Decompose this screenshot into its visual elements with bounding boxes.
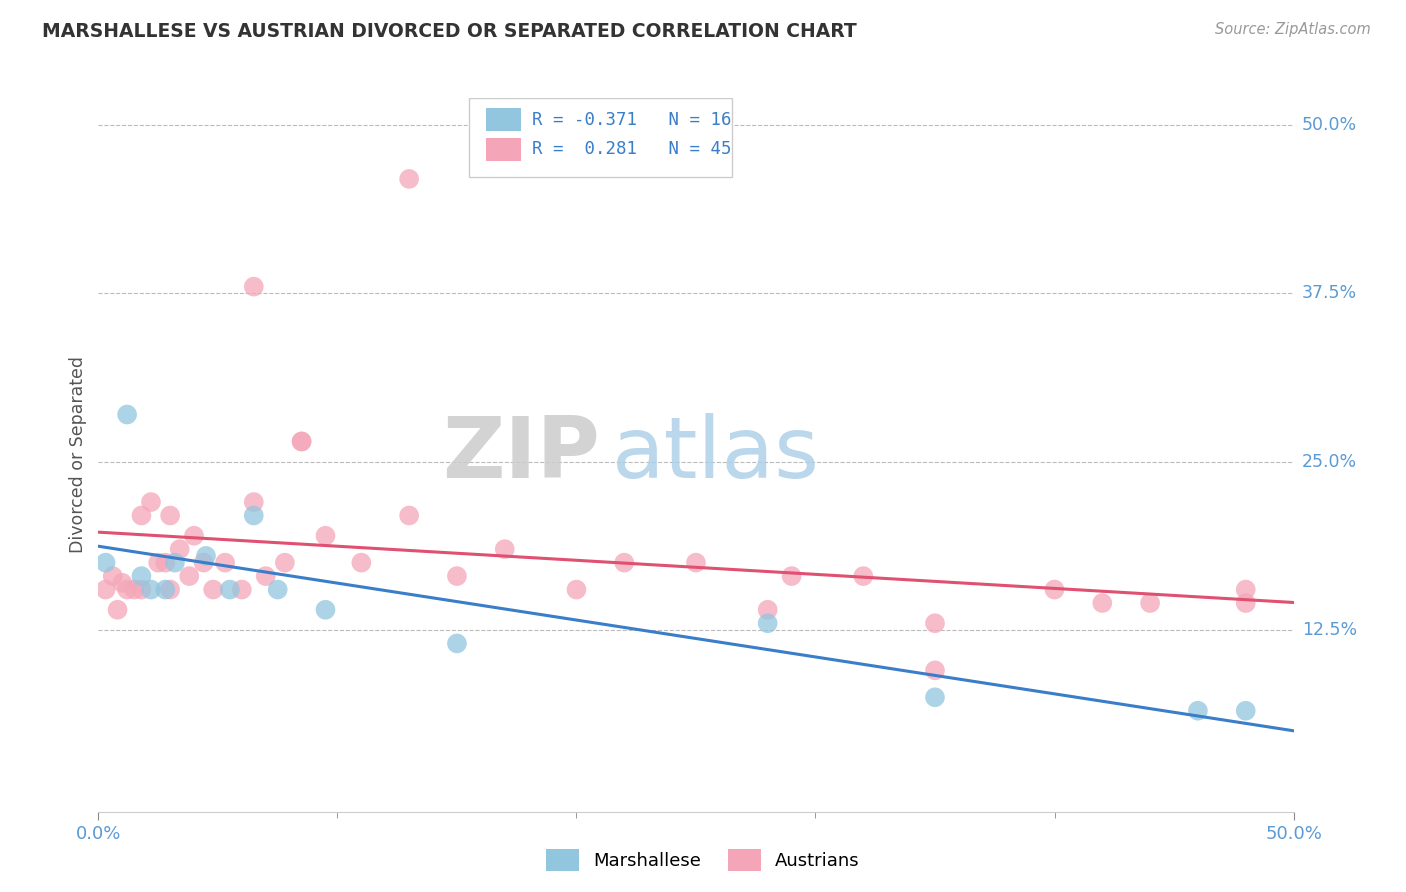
- Point: [446, 636, 468, 650]
- Point: [124, 582, 146, 597]
- Point: [159, 582, 181, 597]
- Point: [243, 279, 266, 293]
- Point: [155, 556, 177, 570]
- Text: 12.5%: 12.5%: [1302, 621, 1357, 639]
- Point: [139, 582, 162, 597]
- Point: [1139, 596, 1161, 610]
- Point: [115, 582, 138, 597]
- Point: [131, 508, 153, 523]
- Text: R =  0.281   N = 45: R = 0.281 N = 45: [533, 141, 731, 159]
- Point: [107, 603, 129, 617]
- Text: ZIP: ZIP: [443, 413, 600, 497]
- Point: [1043, 582, 1066, 597]
- Text: R = -0.371   N = 16: R = -0.371 N = 16: [533, 111, 731, 128]
- Point: [446, 569, 468, 583]
- Point: [139, 495, 162, 509]
- Point: [267, 582, 290, 597]
- Point: [924, 690, 946, 705]
- Point: [1234, 596, 1257, 610]
- Point: [148, 556, 170, 570]
- Y-axis label: Divorced or Separated: Divorced or Separated: [69, 357, 87, 553]
- Point: [315, 603, 337, 617]
- Point: [685, 556, 707, 570]
- Point: [111, 575, 134, 590]
- Text: Source: ZipAtlas.com: Source: ZipAtlas.com: [1215, 22, 1371, 37]
- Point: [159, 508, 181, 523]
- Point: [1234, 704, 1257, 718]
- Point: [194, 549, 217, 563]
- Point: [94, 556, 117, 570]
- Point: [756, 603, 779, 617]
- Point: [494, 542, 516, 557]
- Point: [924, 664, 946, 678]
- Point: [924, 616, 946, 631]
- Point: [852, 569, 875, 583]
- Point: [254, 569, 277, 583]
- Point: [290, 434, 312, 449]
- Point: [243, 495, 266, 509]
- Point: [1234, 582, 1257, 597]
- Point: [193, 556, 215, 570]
- Point: [315, 529, 337, 543]
- Point: [780, 569, 803, 583]
- Point: [179, 569, 201, 583]
- Point: [1091, 596, 1114, 610]
- Text: 37.5%: 37.5%: [1302, 285, 1357, 302]
- Point: [131, 582, 153, 597]
- Point: [398, 172, 420, 186]
- Point: [183, 529, 205, 543]
- Point: [1187, 704, 1209, 718]
- Point: [565, 582, 588, 597]
- Text: atlas: atlas: [612, 413, 820, 497]
- Point: [115, 408, 138, 422]
- FancyBboxPatch shape: [485, 108, 522, 131]
- Point: [243, 508, 266, 523]
- FancyBboxPatch shape: [485, 138, 522, 161]
- Point: [169, 542, 191, 557]
- Point: [231, 582, 253, 597]
- Point: [155, 582, 177, 597]
- Point: [219, 582, 242, 597]
- Point: [131, 569, 153, 583]
- Text: 25.0%: 25.0%: [1302, 452, 1357, 471]
- Point: [214, 556, 236, 570]
- Point: [613, 556, 636, 570]
- Point: [202, 582, 225, 597]
- Legend: Marshallese, Austrians: Marshallese, Austrians: [538, 842, 868, 879]
- Point: [756, 616, 779, 631]
- Point: [94, 582, 117, 597]
- Point: [290, 434, 312, 449]
- Point: [101, 569, 124, 583]
- FancyBboxPatch shape: [470, 98, 733, 177]
- Point: [163, 556, 186, 570]
- Text: MARSHALLESE VS AUSTRIAN DIVORCED OR SEPARATED CORRELATION CHART: MARSHALLESE VS AUSTRIAN DIVORCED OR SEPA…: [42, 22, 856, 41]
- Point: [274, 556, 297, 570]
- Point: [398, 508, 420, 523]
- Text: 50.0%: 50.0%: [1302, 116, 1357, 134]
- Point: [350, 556, 373, 570]
